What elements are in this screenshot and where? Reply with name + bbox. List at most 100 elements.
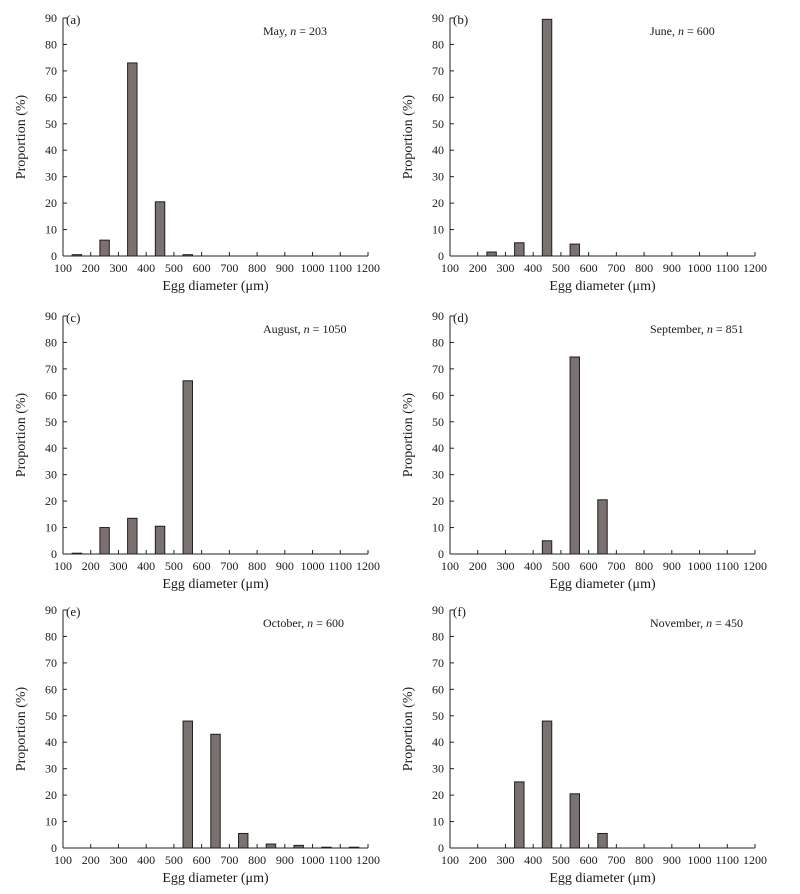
y-tick-label: 10 xyxy=(432,223,444,237)
y-axis-title: Proportion (%) xyxy=(401,686,416,771)
sample-size-annotation: August, n = 1050 xyxy=(263,322,346,336)
sample-size-annotation: May, n = 203 xyxy=(263,24,327,38)
x-tick-label: 500 xyxy=(552,559,570,573)
bar xyxy=(154,525,166,555)
sample-size-annotation: November, n = 450 xyxy=(650,616,743,630)
x-tick-label: 900 xyxy=(663,853,681,867)
x-tick-label: 600 xyxy=(193,853,211,867)
x-tick-label: 1000 xyxy=(301,853,325,867)
x-tick-label: 400 xyxy=(524,853,542,867)
y-tick-label: 50 xyxy=(432,117,444,131)
x-tick-label: 1100 xyxy=(328,261,352,275)
bar xyxy=(182,720,193,849)
x-tick-label: 300 xyxy=(496,261,514,275)
bar xyxy=(210,733,221,849)
bar xyxy=(486,251,497,257)
month-label: September xyxy=(650,322,701,336)
sample-size-annotation: September, n = 851 xyxy=(650,322,744,336)
equals-sign: = xyxy=(310,322,323,336)
x-tick-label: 400 xyxy=(137,853,155,867)
x-tick-label: 500 xyxy=(552,261,570,275)
x-tick-label: 300 xyxy=(496,853,514,867)
x-tick-label: 300 xyxy=(496,559,514,573)
sample-size-annotation: June, n = 600 xyxy=(650,24,715,38)
n-symbol: n xyxy=(706,616,712,630)
y-tick-label: 20 xyxy=(45,196,57,210)
x-tick-label: 400 xyxy=(524,261,542,275)
y-tick-label: 30 xyxy=(432,468,444,482)
y-tick-label: 80 xyxy=(432,335,444,349)
month-label: November xyxy=(650,616,701,630)
bar xyxy=(99,239,110,257)
panel-label: (c) xyxy=(66,310,80,325)
bar xyxy=(541,540,553,555)
x-tick-label: 1100 xyxy=(328,853,352,867)
x-tick-label: 1000 xyxy=(688,853,712,867)
x-tick-label: 1100 xyxy=(328,559,352,573)
bar xyxy=(569,793,580,849)
bar xyxy=(182,254,193,257)
chart-panel: 0 10 20 30 40 50 60 70 80 90 100 200 300 400 500 600 700… xyxy=(14,11,380,294)
sample-size-value: 450 xyxy=(725,616,743,630)
x-tick-label: 400 xyxy=(137,559,155,573)
y-tick-label: 60 xyxy=(432,388,444,402)
y-tick-label: 20 xyxy=(432,196,444,210)
y-tick-label: 40 xyxy=(432,143,444,157)
month-label: August xyxy=(263,322,298,336)
x-tick-label: 700 xyxy=(607,559,625,573)
y-tick-label: 70 xyxy=(432,64,444,78)
x-tick-label: 700 xyxy=(607,853,625,867)
panel-label: (f) xyxy=(453,604,466,619)
x-axis-title: Egg diameter (μm) xyxy=(162,577,269,592)
x-tick-label: 200 xyxy=(82,261,100,275)
x-tick-label: 600 xyxy=(193,261,211,275)
y-tick-label: 70 xyxy=(45,656,57,670)
month-label: June xyxy=(650,24,672,38)
panel-label: (e) xyxy=(66,604,80,619)
x-axis-title: Egg diameter (μm) xyxy=(549,871,656,886)
month-label: May xyxy=(263,24,285,38)
bar xyxy=(127,62,138,257)
bar xyxy=(514,781,525,849)
x-tick-label: 300 xyxy=(109,261,127,275)
x-tick-label: 1200 xyxy=(356,853,380,867)
y-tick-label: 80 xyxy=(432,37,444,51)
n-symbol: n xyxy=(290,24,296,38)
y-tick-label: 80 xyxy=(432,629,444,643)
panel-label: (d) xyxy=(453,310,468,325)
y-tick-label: 10 xyxy=(45,521,57,535)
y-axis-title: Proportion (%) xyxy=(401,94,416,179)
bar xyxy=(597,499,608,555)
y-tick-label: 0 xyxy=(51,547,57,561)
x-tick-label: 700 xyxy=(220,261,238,275)
equals-sign: = xyxy=(713,322,726,336)
x-axis-title: Egg diameter (μm) xyxy=(549,577,656,592)
x-tick-label: 700 xyxy=(220,559,238,573)
sample-size-value: 203 xyxy=(309,24,327,38)
x-axis-title: Egg diameter (μm) xyxy=(549,279,656,294)
y-tick-label: 80 xyxy=(45,629,57,643)
bar xyxy=(265,843,277,849)
chart-panel: 0 10 20 30 40 50 60 70 80 90 100 200 300 400 500 600 700… xyxy=(14,603,380,886)
comma: , xyxy=(298,322,304,336)
y-tick-label: 90 xyxy=(432,11,444,25)
x-tick-label: 1000 xyxy=(688,559,712,573)
x-tick-label: 300 xyxy=(109,559,127,573)
x-tick-label: 200 xyxy=(82,853,100,867)
y-tick-label: 60 xyxy=(45,90,57,104)
x-tick-label: 100 xyxy=(54,559,72,573)
y-tick-label: 50 xyxy=(432,709,444,723)
y-tick-label: 0 xyxy=(51,249,57,263)
y-tick-label: 0 xyxy=(438,547,444,561)
y-tick-label: 50 xyxy=(45,117,57,131)
equals-sign: = xyxy=(296,24,309,38)
x-tick-label: 800 xyxy=(635,853,653,867)
x-tick-label: 800 xyxy=(248,261,266,275)
x-tick-label: 1200 xyxy=(356,261,380,275)
x-tick-label: 600 xyxy=(580,559,598,573)
x-tick-label: 1100 xyxy=(715,559,739,573)
bar xyxy=(541,720,553,849)
bar xyxy=(321,846,332,849)
x-tick-label: 200 xyxy=(469,261,487,275)
